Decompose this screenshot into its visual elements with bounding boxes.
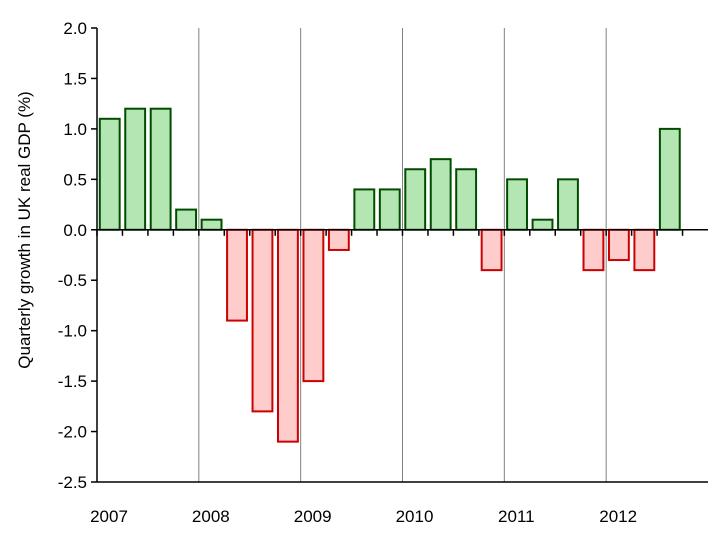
bar-2009-q1	[302, 228, 325, 383]
bar-2011-q3	[557, 178, 579, 231]
x-tick-label-2010: 2010	[396, 507, 434, 526]
bar-2008-q3	[251, 228, 274, 413]
bars	[98, 107, 681, 443]
x-tick-label-2008: 2008	[192, 507, 230, 526]
bar-2011-q4	[582, 228, 605, 272]
bar-2008-q2	[226, 228, 248, 322]
bar-2010-q1	[404, 168, 427, 231]
y-tick-label: -1.0	[58, 322, 87, 341]
x-tick-labels: 2007 2008 2009 2010 2011 2012	[90, 507, 637, 526]
bar-2012-q3	[658, 127, 681, 231]
y-tick-label: 1.0	[63, 120, 87, 139]
bar-2008-q1	[200, 218, 223, 231]
y-tick-label: -1.5	[58, 372, 87, 391]
bar-2007-q2	[124, 107, 147, 231]
y-tick-label: 0.0	[63, 221, 87, 240]
bar-2008-q4	[277, 228, 299, 443]
y-tick-label: 0.5	[63, 170, 87, 189]
bar-2010-q4	[480, 228, 503, 272]
x-tick-label-2012: 2012	[599, 507, 637, 526]
y-tick-label: -0.5	[58, 271, 87, 290]
x-tick-label-2009: 2009	[294, 507, 332, 526]
bar-2011-q2	[531, 218, 554, 231]
bar-2012-q2	[633, 228, 656, 272]
x-tick-label-2011: 2011	[498, 507, 535, 526]
bar-2007-q4	[175, 208, 198, 231]
axes	[91, 27, 708, 483]
bar-2009-q3	[353, 188, 376, 231]
bar-2012-q1	[607, 228, 630, 262]
y-tick-label: -2.0	[58, 423, 87, 442]
y-tick-label: 1.5	[63, 69, 87, 88]
bar-2010-q2	[429, 158, 452, 231]
x-tick-label-2007: 2007	[90, 507, 128, 526]
bar-2009-q2	[327, 228, 350, 251]
y-tick-label: 2.0	[63, 19, 87, 38]
y-tick-labels: 2.0 1.5 1.0 0.5 0.0 -0.5 -1.0 -1.5 -2.0 -2.5	[58, 19, 87, 492]
y-axis-title: Quarterly growth in UK real GDP (%)	[15, 91, 34, 368]
year-gridlines	[198, 28, 607, 482]
bar-2009-q4	[378, 188, 401, 231]
bar-2011-q1	[506, 178, 528, 231]
bar-2007-q1	[98, 117, 121, 231]
bar-2010-q3	[455, 168, 478, 231]
y-tick-label: -2.5	[58, 473, 87, 492]
bar-2007-q3	[149, 107, 172, 231]
